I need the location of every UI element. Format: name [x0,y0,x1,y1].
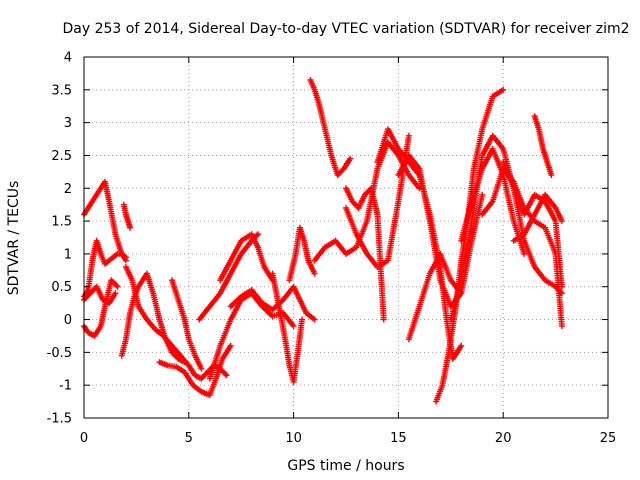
series-trace-y [458,145,528,257]
x-axis-ticks: 0 5 10 15 20 25 [80,57,616,446]
y-axis-label: SDTVAR / TECUs [6,181,22,296]
y-tick-label: -1.5 [47,412,72,427]
plot-frame [83,56,609,419]
series-trace-i [169,277,205,372]
x-tick-label: 25 [600,431,617,446]
x-tick-label: 10 [285,431,302,446]
series-trace-t [374,126,465,362]
series-trace-o [286,224,318,284]
x-tick-label: 0 [80,431,88,446]
x-tick-label: 20 [495,431,512,446]
series-trace-n [269,270,305,385]
series-trace-b [81,237,129,300]
series-trace-m [227,283,318,323]
y-tick-label: 1 [64,247,72,262]
x-tick-label: 15 [390,431,407,446]
series-trace-h [156,342,234,398]
y-tick-label: -0.5 [47,346,72,361]
series-trace-ab [531,113,555,179]
series-trace-p [307,77,354,179]
y-axis-ticks: -1.5 -1 -0.5 0 0.5 1 1.5 2 2.5 3 3.5 4 [47,51,608,427]
series-trace-l [217,231,276,284]
y-tick-label: -1 [59,379,72,394]
series-trace-a [81,178,129,261]
x-tick-label: 5 [185,431,193,446]
chart-title: Day 253 of 2014, Sidereal Day-to-day VTE… [63,21,630,37]
series-trace-j [196,231,261,323]
series-trace-e [120,201,134,231]
y-tick-label: 0.5 [51,280,72,295]
x-axis-label: GPS time / hours [287,458,404,474]
y-tick-label: 0 [64,313,72,328]
y-tick-label: 3 [64,116,72,131]
y-tick-label: 3.5 [51,83,72,98]
series-trace-ac [510,191,565,244]
y-tick-label: 4 [64,51,72,66]
y-tick-label: 1.5 [51,215,72,230]
series-trace-aa [500,159,565,290]
y-tick-label: 2.5 [51,149,72,164]
y-tick-label: 2 [64,182,72,197]
data-marks [81,77,565,405]
